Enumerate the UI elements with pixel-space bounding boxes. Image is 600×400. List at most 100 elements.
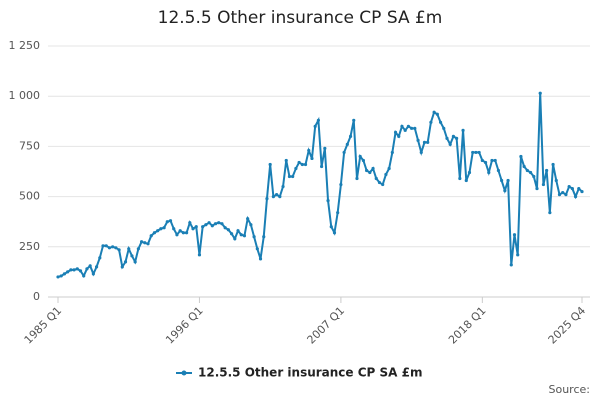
point bbox=[172, 227, 176, 231]
point bbox=[390, 150, 394, 155]
point bbox=[438, 120, 443, 124]
point bbox=[152, 231, 157, 235]
point bbox=[143, 241, 147, 245]
point bbox=[545, 168, 549, 173]
point bbox=[345, 142, 349, 146]
point bbox=[226, 228, 230, 232]
point bbox=[503, 188, 507, 193]
point bbox=[397, 134, 401, 138]
point bbox=[181, 231, 185, 235]
point bbox=[104, 244, 108, 248]
point bbox=[332, 231, 337, 235]
point bbox=[374, 176, 378, 181]
point bbox=[149, 234, 153, 238]
y-tick-label: 1 250 bbox=[9, 39, 41, 52]
point bbox=[278, 195, 282, 199]
point bbox=[393, 130, 398, 134]
point bbox=[310, 156, 314, 161]
point bbox=[201, 225, 205, 229]
point bbox=[506, 178, 510, 183]
point bbox=[387, 166, 391, 171]
point bbox=[570, 186, 574, 191]
point bbox=[348, 134, 353, 138]
point bbox=[156, 229, 160, 233]
point bbox=[413, 126, 417, 130]
point bbox=[410, 126, 414, 130]
point bbox=[139, 240, 144, 244]
point bbox=[525, 168, 529, 173]
point bbox=[194, 225, 198, 229]
point bbox=[528, 170, 533, 175]
point bbox=[136, 247, 140, 251]
point bbox=[500, 178, 504, 183]
point bbox=[146, 242, 150, 246]
point bbox=[483, 160, 488, 165]
point bbox=[249, 223, 253, 227]
point bbox=[281, 184, 285, 189]
source: Source: bbox=[549, 383, 591, 396]
y-tick-label: 0 bbox=[33, 290, 40, 303]
point bbox=[229, 232, 234, 236]
point bbox=[111, 245, 115, 249]
x-tick-label: 2007 Q1 bbox=[305, 304, 348, 347]
point bbox=[56, 275, 60, 279]
point bbox=[252, 235, 256, 239]
point bbox=[512, 233, 517, 237]
point bbox=[458, 176, 462, 181]
chart-title: 12.5.5 Other insurance CP SA £m bbox=[158, 8, 443, 28]
point bbox=[165, 220, 169, 224]
point bbox=[535, 186, 539, 191]
point bbox=[336, 211, 340, 215]
point bbox=[538, 91, 542, 95]
point bbox=[59, 274, 63, 278]
point bbox=[78, 269, 83, 273]
point bbox=[178, 229, 182, 233]
point bbox=[320, 164, 324, 169]
point bbox=[381, 182, 385, 187]
point bbox=[403, 128, 407, 132]
point bbox=[207, 221, 211, 225]
point bbox=[236, 229, 240, 233]
point bbox=[471, 150, 475, 155]
point bbox=[258, 257, 263, 261]
point bbox=[275, 192, 279, 197]
point bbox=[406, 124, 411, 128]
point bbox=[297, 160, 301, 165]
point bbox=[467, 170, 472, 175]
point bbox=[294, 166, 298, 171]
point bbox=[474, 150, 478, 155]
point bbox=[62, 272, 67, 276]
point bbox=[442, 126, 446, 130]
point bbox=[168, 219, 173, 223]
point bbox=[133, 260, 137, 264]
x-tick-label: 2018 Q1 bbox=[446, 304, 489, 347]
point bbox=[271, 195, 275, 199]
point bbox=[548, 211, 552, 215]
point bbox=[175, 233, 179, 237]
point bbox=[284, 158, 288, 163]
point bbox=[101, 244, 105, 248]
point bbox=[303, 162, 308, 167]
point bbox=[509, 263, 513, 267]
point bbox=[416, 138, 420, 142]
y-tick-label: 500 bbox=[19, 190, 40, 203]
point bbox=[117, 248, 121, 252]
point bbox=[75, 267, 79, 271]
point bbox=[490, 158, 494, 163]
point bbox=[541, 182, 546, 187]
point bbox=[300, 162, 304, 167]
point bbox=[191, 227, 195, 231]
point bbox=[358, 154, 362, 159]
point bbox=[239, 233, 243, 237]
point bbox=[120, 265, 124, 269]
point bbox=[352, 118, 356, 122]
point bbox=[307, 148, 311, 153]
point bbox=[188, 221, 192, 225]
point bbox=[265, 197, 269, 201]
point bbox=[316, 118, 320, 122]
point bbox=[464, 178, 468, 183]
point bbox=[162, 226, 166, 230]
point bbox=[323, 146, 327, 151]
point bbox=[365, 168, 369, 173]
